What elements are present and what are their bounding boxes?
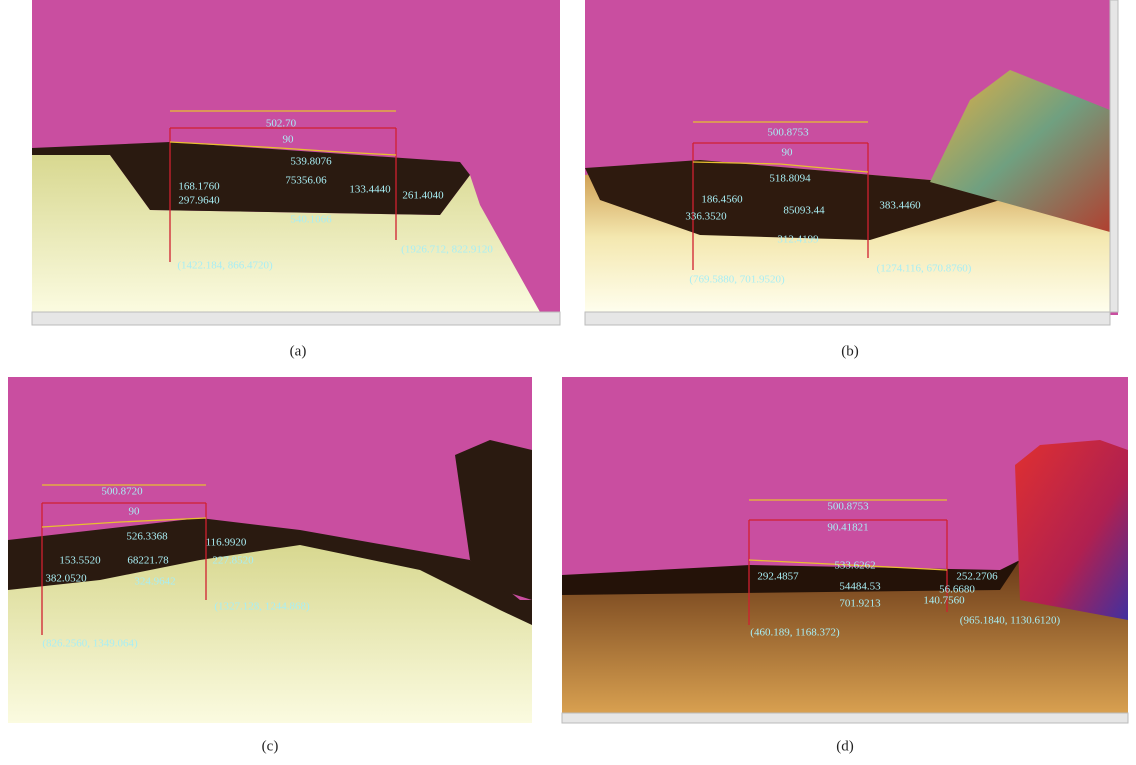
caption: (a)	[290, 343, 307, 359]
measurement-label: 90.41821	[827, 522, 868, 534]
measurement-label: 382.0520	[45, 573, 87, 585]
measurement-label: 312.4199	[777, 234, 819, 246]
scrollbar[interactable]	[32, 312, 560, 325]
caption: (b)	[841, 343, 859, 359]
measurement-label: 500.8753	[767, 127, 809, 139]
measurement-label: 336.3520	[685, 211, 727, 223]
measurement-label: 54484.53	[839, 581, 881, 593]
measurement-label: 90	[283, 134, 295, 146]
measurement-label: 297.9640	[178, 195, 220, 207]
measurement-label: (460.189, 1168.372)	[750, 627, 840, 639]
measurement-label: 539.8076	[290, 156, 332, 168]
measurement-label: (1274.116, 670.8760)	[877, 263, 972, 275]
measurement-label: 140.7560	[923, 595, 965, 607]
measurement-label: (1926.712, 822.9120	[401, 244, 493, 256]
measurement-label: (826.2560, 1349.064)	[42, 638, 138, 650]
measurement-label: 90	[782, 147, 794, 159]
measurement-label: 526.3368	[126, 531, 168, 543]
measurement-label: 261.4040	[402, 190, 444, 202]
figure: (a) 502.70 90 539.8076 168.1760 75356.06 133.4…	[0, 0, 1136, 765]
measurement-label: 75356.06	[285, 175, 327, 187]
measurement-label: 383.4460	[879, 200, 921, 212]
measurement-label: 85093.44	[783, 205, 825, 217]
measurement-label: 227.8520	[212, 555, 254, 567]
measurement-label: 540.1066	[290, 214, 332, 226]
measurement-label: 90	[129, 506, 141, 518]
scrollbar[interactable]	[585, 312, 1110, 325]
caption: (d)	[836, 738, 854, 754]
measurement-label: 500.8753	[827, 501, 869, 513]
panel-b-image	[585, 0, 1118, 325]
measurement-label: 153.5520	[59, 555, 101, 567]
measurement-label: 133.4440	[349, 184, 391, 196]
measurement-label: (965.1840, 1130.6120)	[960, 615, 1061, 627]
measurement-label: 252.2706	[956, 571, 998, 583]
measurement-label: 68221.78	[127, 555, 169, 567]
measurement-label: (1422.184, 866.4720)	[177, 260, 273, 272]
measurement-label: 533.6262	[834, 560, 875, 572]
measurement-label: 324.9642	[134, 576, 175, 588]
measurement-label: 518.8094	[769, 173, 811, 185]
measurement-label: 502.70	[266, 118, 297, 130]
scrollbar[interactable]	[562, 713, 1128, 723]
measurement-label: 116.9920	[206, 537, 247, 549]
panel-c-image	[8, 377, 532, 723]
measurement-label: 292.4857	[757, 571, 799, 583]
measurement-label: 186.4560	[701, 194, 743, 206]
measurement-label: 701.9213	[839, 598, 881, 610]
measurement-label: 500.8720	[101, 486, 143, 498]
panel-d-image	[562, 377, 1128, 723]
measurement-label: (1327.128, 1244.868)	[214, 601, 310, 613]
scrollbar[interactable]	[1110, 0, 1118, 312]
measurement-label: 168.1760	[178, 181, 220, 193]
measurement-label: (769.5880, 701.9520)	[689, 274, 785, 286]
caption: (c)	[262, 738, 279, 754]
